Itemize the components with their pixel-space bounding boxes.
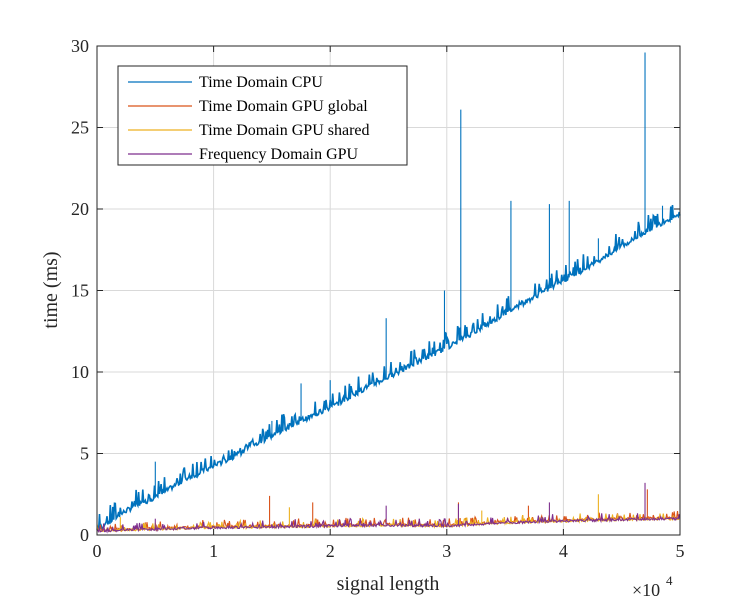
y-tick-label: 20: [71, 199, 89, 219]
legend-label: Time Domain CPU: [199, 74, 323, 91]
legend-label: Time Domain GPU global: [199, 98, 368, 115]
x-tick-label: 5: [676, 541, 685, 561]
x-tick-label: 1: [209, 541, 218, 561]
series-line: [96, 204, 681, 531]
x-axis-label: signal length: [337, 573, 440, 595]
x-exponent-power: 4: [666, 573, 673, 588]
y-tick-label: 5: [80, 444, 89, 464]
x-exponent-base: ×10: [632, 580, 660, 600]
y-tick-label: 0: [80, 525, 89, 545]
x-tick-label: 3: [442, 541, 451, 561]
y-tick-label: 25: [71, 118, 89, 138]
x-tick-label: 2: [326, 541, 335, 561]
x-exponent: ×10 4: [632, 573, 673, 600]
y-tick-label: 30: [71, 36, 89, 56]
series-0: [96, 52, 681, 531]
tick-labels: 0 1 2 3 4 5 0 5 10 15 20 25 30: [71, 36, 685, 561]
y-axis-label: time (ms): [40, 251, 62, 328]
y-tick-label: 10: [71, 362, 89, 382]
legend: Time Domain CPU Time Domain GPU global Tim…: [117, 65, 408, 166]
x-tick-label: 0: [93, 541, 102, 561]
series-3: [96, 482, 681, 534]
x-tick-label: 4: [559, 541, 568, 561]
series-line: [96, 513, 681, 534]
y-tick-label: 15: [71, 281, 89, 301]
legend-label: Time Domain GPU shared: [199, 122, 370, 139]
ticks: [96, 45, 681, 536]
legend-label: Frequency Domain GPU: [199, 146, 359, 163]
grid: [97, 46, 680, 535]
series-layer: [96, 52, 681, 534]
